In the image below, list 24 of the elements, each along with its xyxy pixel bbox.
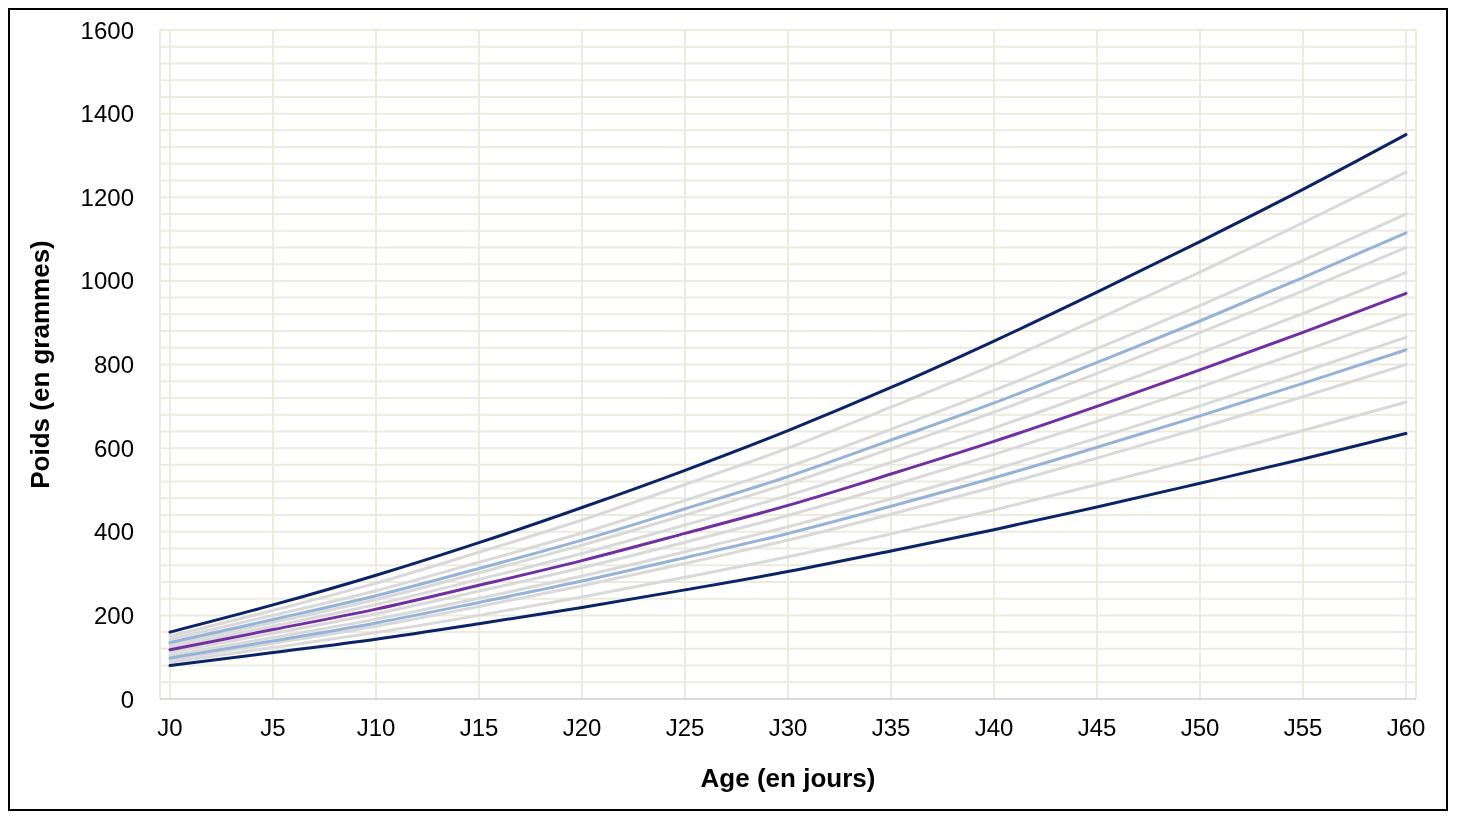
y-axis-title: Poids (en grammes): [25, 240, 56, 489]
y-tick-label: 1200: [80, 183, 134, 211]
x-tick-label: J20: [562, 714, 602, 742]
y-tick-label: 600: [93, 434, 134, 462]
y-tick-label: 400: [93, 518, 134, 546]
x-tick-label: J35: [871, 714, 911, 742]
y-tick-label: 1600: [80, 16, 134, 44]
x-tick-label: J45: [1077, 714, 1117, 742]
x-tick-label: J30: [768, 714, 808, 742]
y-tick-label: 0: [120, 685, 134, 713]
y-tick-label: 1000: [80, 267, 134, 295]
y-tick-label: 800: [93, 351, 134, 379]
x-tick-label: J50: [1180, 714, 1220, 742]
x-tick-label: J40: [974, 714, 1014, 742]
x-tick-label: J5: [260, 714, 286, 742]
x-tick-label: J10: [356, 714, 396, 742]
x-tick-label: J60: [1386, 714, 1426, 742]
x-tick-label: J25: [665, 714, 705, 742]
x-tick-label: J0: [157, 714, 183, 742]
y-tick-label: 1400: [80, 100, 134, 128]
x-tick-label: J55: [1283, 714, 1323, 742]
x-axis-title: Age (en jours): [700, 763, 876, 793]
x-tick-label: J15: [459, 714, 499, 742]
y-tick-label: 200: [93, 601, 134, 629]
